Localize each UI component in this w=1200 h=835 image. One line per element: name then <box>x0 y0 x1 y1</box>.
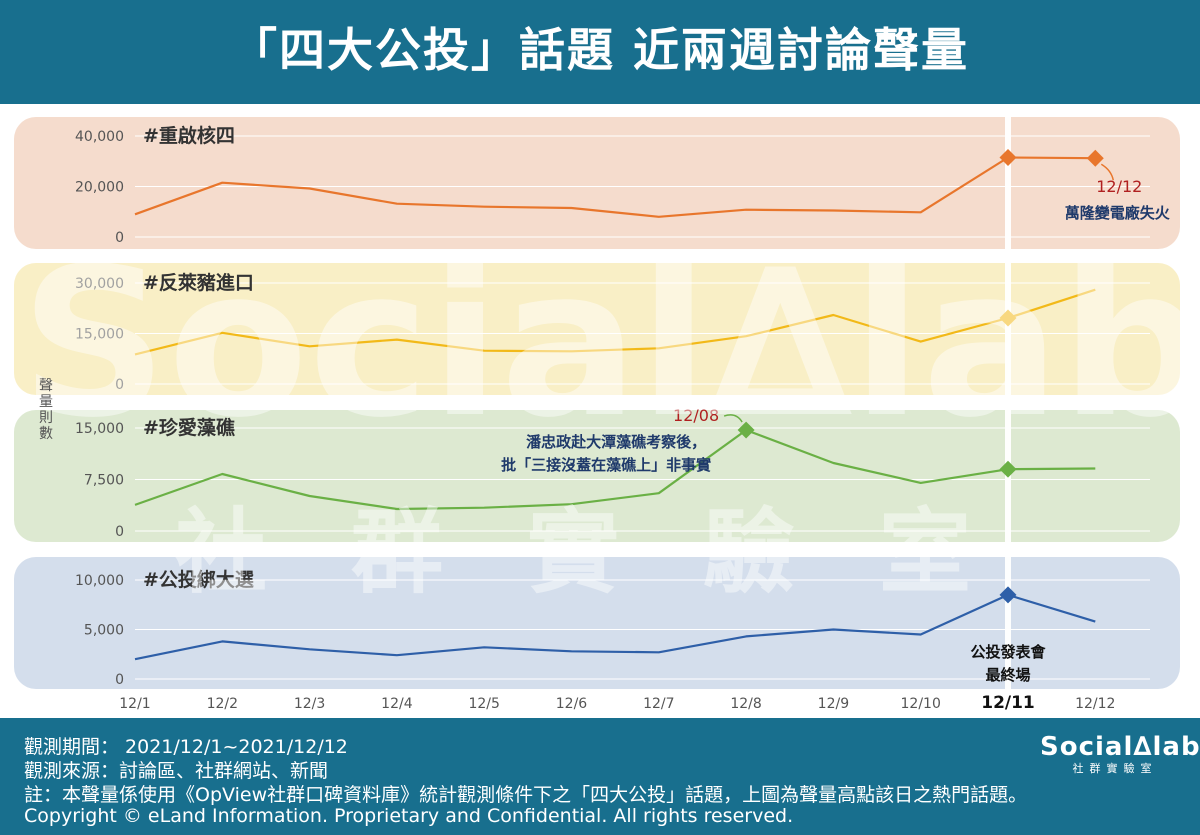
x-tick-label: 12/5 <box>468 696 499 712</box>
panel-2-series-name: #反萊豬進口 <box>143 271 254 294</box>
x-tick-label: 12/9 <box>818 696 849 712</box>
highlight-label-box <box>973 690 1043 716</box>
panel-4-tick-label: 5,000 <box>84 623 124 639</box>
panel-3-annotation-text: 潘忠政赴大潭藻礁考察後， <box>526 433 706 451</box>
brand-logo-subtext: 社群實驗室 <box>1072 762 1158 775</box>
x-tick-label: 12/6 <box>556 696 588 712</box>
panel-3-annotation-date: 12/08 <box>673 406 719 425</box>
x-tick-label: 12/12 <box>1075 696 1115 712</box>
panel-1-series-line <box>134 156 1096 218</box>
x-tick-label: 12/7 <box>643 696 674 712</box>
panel-1-annotation-leader <box>1100 163 1115 181</box>
panel-2-marker <box>999 309 1017 327</box>
brand-logo-text: Social∆lab <box>1040 732 1200 762</box>
panel-1-annotation-text: 萬隆變電廠失火 <box>1065 204 1171 222</box>
panel-1-annotation-date: 12/12 <box>1096 177 1142 196</box>
panel-2-background <box>14 263 1180 395</box>
x-tick-label: 12/8 <box>730 696 761 712</box>
chart-area: 40,000 20,000 0 #重啟核四 30,000 15,000 0 #反萊豬進口 15,… <box>14 104 1180 716</box>
x-tick-label: 12/11 <box>981 693 1035 713</box>
panel-4-series-name: #公投綁大選 <box>143 568 254 591</box>
page-title: 「四大公投」話題 近兩週討論聲量 <box>230 23 969 77</box>
panel-1-marker <box>999 148 1017 166</box>
footer-copyright: Copyright © eLand Information. Proprieta… <box>24 805 794 827</box>
panel-3-series-line <box>134 429 1096 511</box>
panel-1-background <box>14 117 1180 249</box>
footer-period: 觀測期間： 2021/12/1~2021/12/12 <box>24 736 348 758</box>
panel-3-marker <box>737 421 755 439</box>
panel-2-tick-label: 0 <box>115 377 124 393</box>
x-tick-label: 12/3 <box>294 696 325 712</box>
x-tick-label: 12/2 <box>207 696 238 712</box>
panel-3-background <box>14 410 1180 542</box>
panel-3-annotation-leader <box>723 414 743 423</box>
brand-logo: Social∆lab 社群實驗室 <box>1040 732 1200 776</box>
panel-2-tick-label: 15,000 <box>75 327 124 343</box>
panel-3-tick-label: 0 <box>115 524 124 540</box>
panel-4-tick-label: 0 <box>115 672 124 688</box>
header-bar: 「四大公投」話題 近兩週討論聲量 <box>0 0 1200 104</box>
x-tick-label: 12/1 <box>119 696 150 712</box>
highlight-line <box>1005 104 1011 716</box>
panel-3-tick-label: 15,000 <box>75 421 124 437</box>
panel-4-annotation-text-2: 最終場 <box>985 666 1030 684</box>
panel-1-series-name: #重啟核四 <box>143 124 235 147</box>
panel-3-series-name: #珍愛藻礁 <box>143 416 235 439</box>
panel-3-tick-label: 7,500 <box>84 473 124 489</box>
footer-source: 觀測來源：討論區、社群網站、新聞 <box>24 760 329 782</box>
panel-1-tick-label: 20,000 <box>75 180 124 196</box>
panel-2-tick-label: 30,000 <box>75 276 124 292</box>
footer-bar: 觀測期間： 2021/12/1~2021/12/12 觀測來源：討論區、社群網站… <box>0 718 1200 835</box>
panel-4-series-line <box>134 593 1096 661</box>
panel-4-marker <box>999 586 1017 604</box>
panel-4-annotation-text: 公投發表會 <box>970 643 1046 661</box>
panel-2-series-line <box>134 288 1096 356</box>
panel-1-tick-label: 0 <box>115 230 124 246</box>
y-axis-label: 聲量則數 <box>39 378 53 442</box>
panel-4-tick-label: 10,000 <box>75 573 124 589</box>
panel-3-marker <box>999 460 1017 478</box>
x-tick-label: 12/10 <box>901 696 941 712</box>
panel-4-background <box>14 557 1180 689</box>
x-tick-label: 12/4 <box>381 696 413 712</box>
footer-note: 註：本聲量係使用《OpView社群口碑資料庫》統計觀測條件下之「四大公投」話題，… <box>24 784 1028 806</box>
panel-3-annotation-text-2: 批「三接沒蓋在藻礁上」非事實 <box>501 456 711 474</box>
panel-1-tick-label: 40,000 <box>75 129 124 145</box>
